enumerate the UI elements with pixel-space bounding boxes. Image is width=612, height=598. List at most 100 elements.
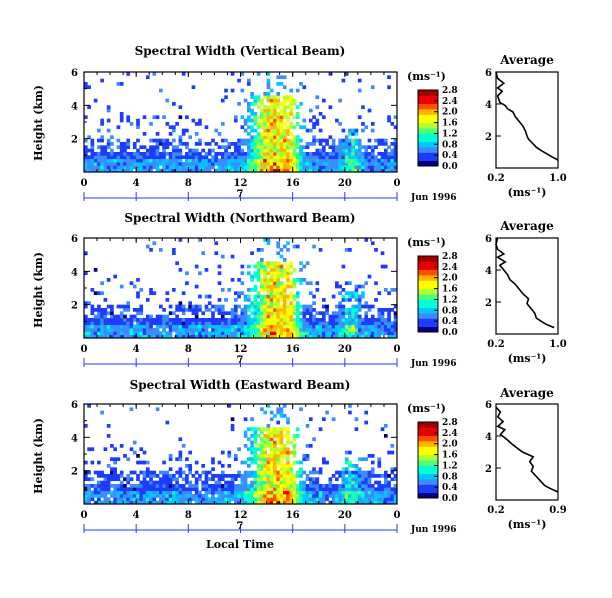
heat-cell: [145, 494, 150, 498]
heat-cell: [204, 168, 209, 173]
heat-cell: [344, 324, 349, 329]
heat-cell: [357, 145, 362, 150]
heat-cell: [351, 145, 356, 150]
heat-cell: [322, 311, 326, 316]
heat-cell: [361, 105, 365, 110]
heat-cell: [312, 490, 316, 495]
heat-cell: [84, 424, 88, 428]
heat-cell: [351, 142, 356, 146]
heat-cell: [204, 331, 209, 336]
heat-cell: [341, 298, 346, 302]
heat-cell: [276, 75, 281, 80]
heat-cell: [220, 477, 225, 482]
heat-cell: [217, 331, 222, 336]
heat-cell: [266, 480, 271, 485]
heat-cell: [240, 72, 245, 76]
heat-cell: [217, 460, 222, 465]
heat-cell: [263, 500, 267, 505]
heat-cell: [224, 328, 228, 332]
heat-cell: [374, 155, 378, 160]
heat-cell: [276, 278, 281, 282]
heat-cell: [149, 158, 153, 163]
colorbar-segment: [418, 155, 438, 159]
heat-cell: [181, 497, 186, 502]
heat-cell: [354, 477, 359, 482]
heat-cell: [194, 484, 199, 488]
heat-cell: [145, 474, 150, 478]
heat-cell: [165, 298, 170, 302]
heat-cell: [158, 324, 163, 329]
heatmap-area: [84, 404, 398, 505]
heat-cell: [256, 162, 261, 166]
heat-cell: [126, 321, 131, 326]
heat-cell: [204, 162, 209, 166]
heat-cell: [106, 128, 111, 133]
heat-cell: [256, 268, 261, 272]
heat-cell: [243, 162, 248, 166]
heat-cell: [152, 487, 157, 492]
heat-cell: [390, 321, 395, 326]
heat-cell: [175, 148, 179, 153]
heat-cell: [90, 162, 95, 166]
heat-cell: [279, 407, 284, 412]
heat-cell: [282, 480, 287, 485]
heat-cell: [250, 321, 254, 326]
heat-cell: [286, 318, 290, 322]
heat-cell: [168, 152, 173, 156]
heat-cell: [214, 474, 219, 478]
heat-cell: [344, 298, 349, 302]
heat-cell: [312, 308, 316, 312]
heat-cell: [361, 484, 365, 488]
heat-cell: [390, 152, 395, 156]
heat-cell: [354, 165, 359, 170]
heat-cell: [233, 477, 238, 482]
heat-cell: [175, 324, 179, 329]
heat-cell: [312, 155, 316, 160]
heat-cell: [188, 148, 192, 153]
heat-cell: [90, 331, 95, 336]
heat-cell: [266, 118, 271, 123]
heat-cell: [276, 162, 281, 166]
heat-cell: [383, 424, 388, 428]
heat-cell: [308, 308, 313, 312]
heat-cell: [390, 500, 395, 505]
heat-cell: [269, 457, 274, 462]
heat-cell: [129, 158, 134, 163]
heat-cell: [387, 168, 391, 173]
heat-cell: [123, 162, 127, 166]
heat-cell: [84, 251, 88, 256]
heat-cell: [263, 454, 267, 458]
heat-cell: [100, 291, 104, 296]
heat-cell: [181, 444, 186, 448]
heat-cell: [250, 304, 254, 309]
heat-cell: [185, 281, 189, 286]
heat-cell: [155, 155, 160, 160]
heat-cell: [106, 487, 111, 492]
heat-cell: [269, 165, 274, 170]
heat-cell: [289, 484, 294, 488]
heat-cell: [188, 304, 192, 309]
heat-cell: [273, 454, 277, 458]
heat-cell: [380, 162, 385, 166]
heat-cell: [341, 494, 346, 498]
heat-cell: [175, 500, 179, 505]
heat-cell: [289, 477, 294, 482]
heat-cell: [370, 500, 375, 505]
heat-cell: [266, 497, 271, 502]
heat-cell: [132, 440, 137, 445]
heat-cell: [185, 464, 189, 468]
heat-cell: [113, 484, 117, 488]
heat-cell: [286, 454, 290, 458]
heat-cell: [315, 105, 320, 110]
heat-cell: [191, 331, 196, 336]
heat-cell: [282, 477, 287, 482]
heat-cell: [142, 324, 147, 329]
heat-cell: [188, 470, 192, 475]
heat-cell: [119, 494, 124, 498]
heat-cell: [172, 148, 176, 153]
heat-cell: [341, 158, 346, 163]
heat-cell: [250, 494, 254, 498]
heat-cell: [367, 477, 372, 482]
colorbar-tick-label: 0.0: [442, 494, 458, 504]
heat-cell: [341, 321, 346, 326]
